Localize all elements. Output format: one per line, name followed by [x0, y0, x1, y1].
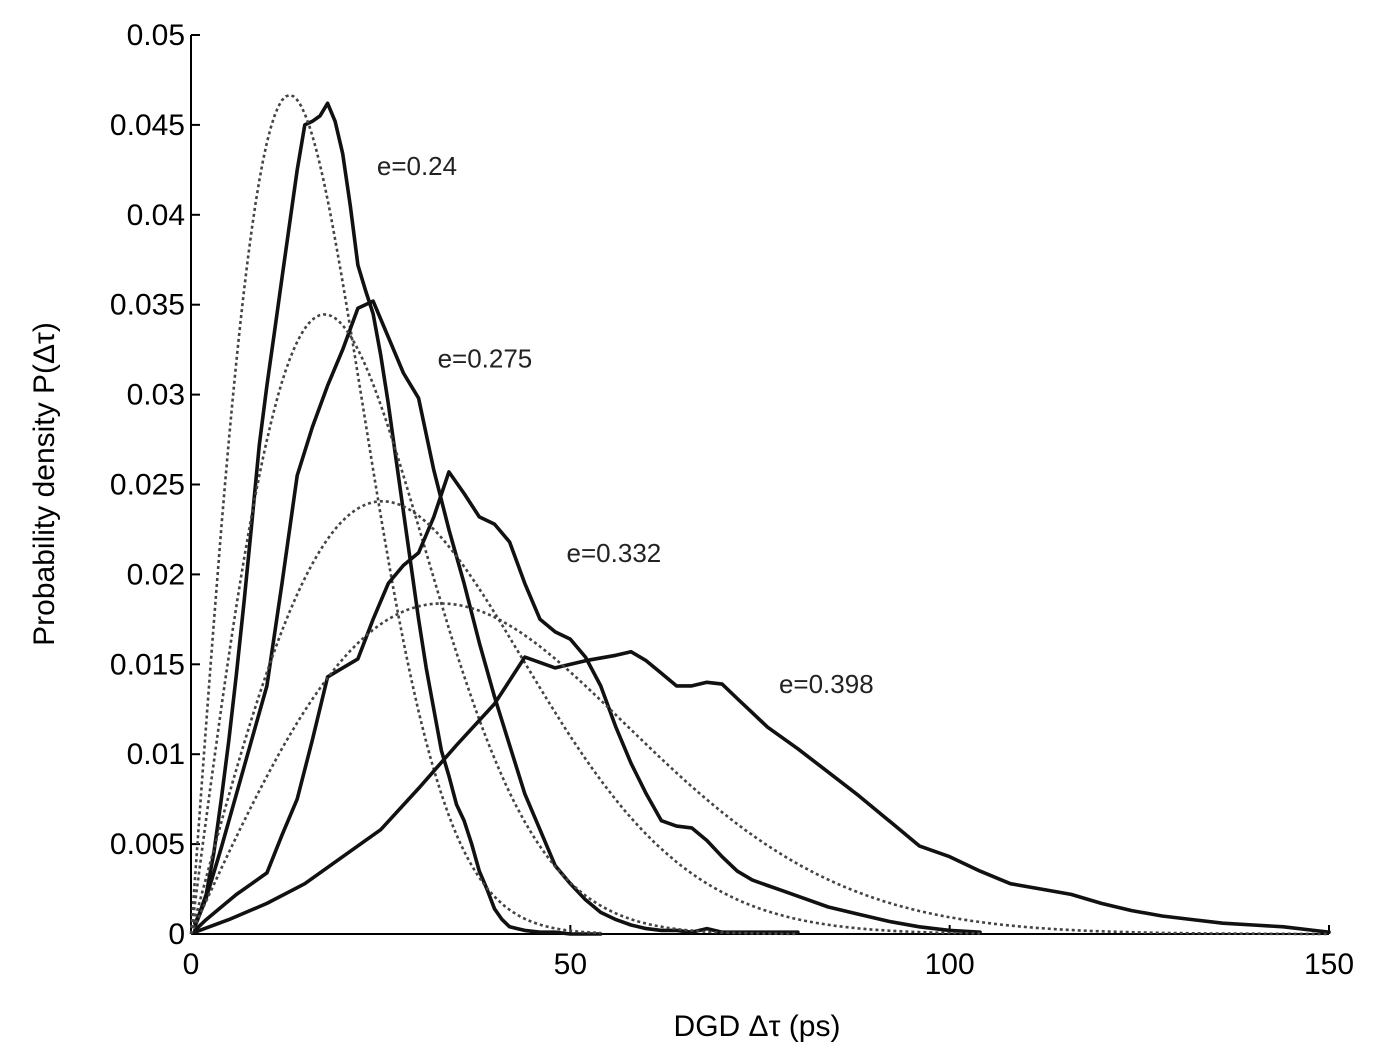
data-line-e-0-332: [193, 470, 982, 934]
y-tick-label: 0.045: [110, 109, 185, 142]
y-ticks: 0 0.005 0.01 0.015 0.02 0.025 0.03 0.035 0.04 0.0…: [110, 19, 200, 951]
series-annotation: e=0.332: [567, 538, 662, 568]
y-tick-label: 0.005: [110, 828, 185, 861]
series-annotation: e=0.398: [779, 669, 874, 699]
annotation-layer: e=0.24 e=0.275 e=0.332 e=0.398: [377, 151, 874, 699]
series-annotation: e=0.24: [377, 151, 457, 181]
fit-line-e-0-275-fit: [189, 313, 798, 936]
x-tick-label: 0: [183, 948, 200, 981]
y-tick-label: 0.05: [127, 19, 185, 52]
data-line-e-0-275: [193, 299, 800, 934]
y-tick-label: 0: [168, 918, 185, 951]
y-tick-label: 0.01: [127, 738, 185, 771]
data-line-e-0-398: [193, 649, 1331, 934]
series-annotation: e=0.275: [438, 344, 533, 374]
x-tick-label: 50: [554, 948, 587, 981]
x-tick-label: 150: [1304, 948, 1354, 981]
x-axis-title: DGD Δτ (ps): [674, 1010, 841, 1043]
y-tick-label: 0.02: [127, 558, 185, 591]
y-tick-label: 0.035: [110, 289, 185, 322]
x-ticks: 0 50 100 150: [183, 925, 1354, 981]
y-tick-label: 0.015: [110, 648, 185, 681]
y-tick-label: 0.025: [110, 469, 185, 502]
fit-line-e-0-332-fit: [189, 500, 980, 935]
series-layer: [189, 93, 1331, 936]
axes: 0 0.005 0.01 0.015 0.02 0.025 0.03 0.035 0.04 0.0…: [110, 19, 1354, 981]
x-tick-label: 100: [925, 948, 975, 981]
fit-line-e-0-24-fit: [189, 93, 601, 935]
fit-line-e-0-398-fit: [189, 602, 1329, 936]
y-tick-label: 0.04: [127, 199, 185, 232]
y-tick-label: 0.03: [127, 379, 185, 412]
y-axis-title: Probability density P(Δτ): [28, 322, 61, 646]
